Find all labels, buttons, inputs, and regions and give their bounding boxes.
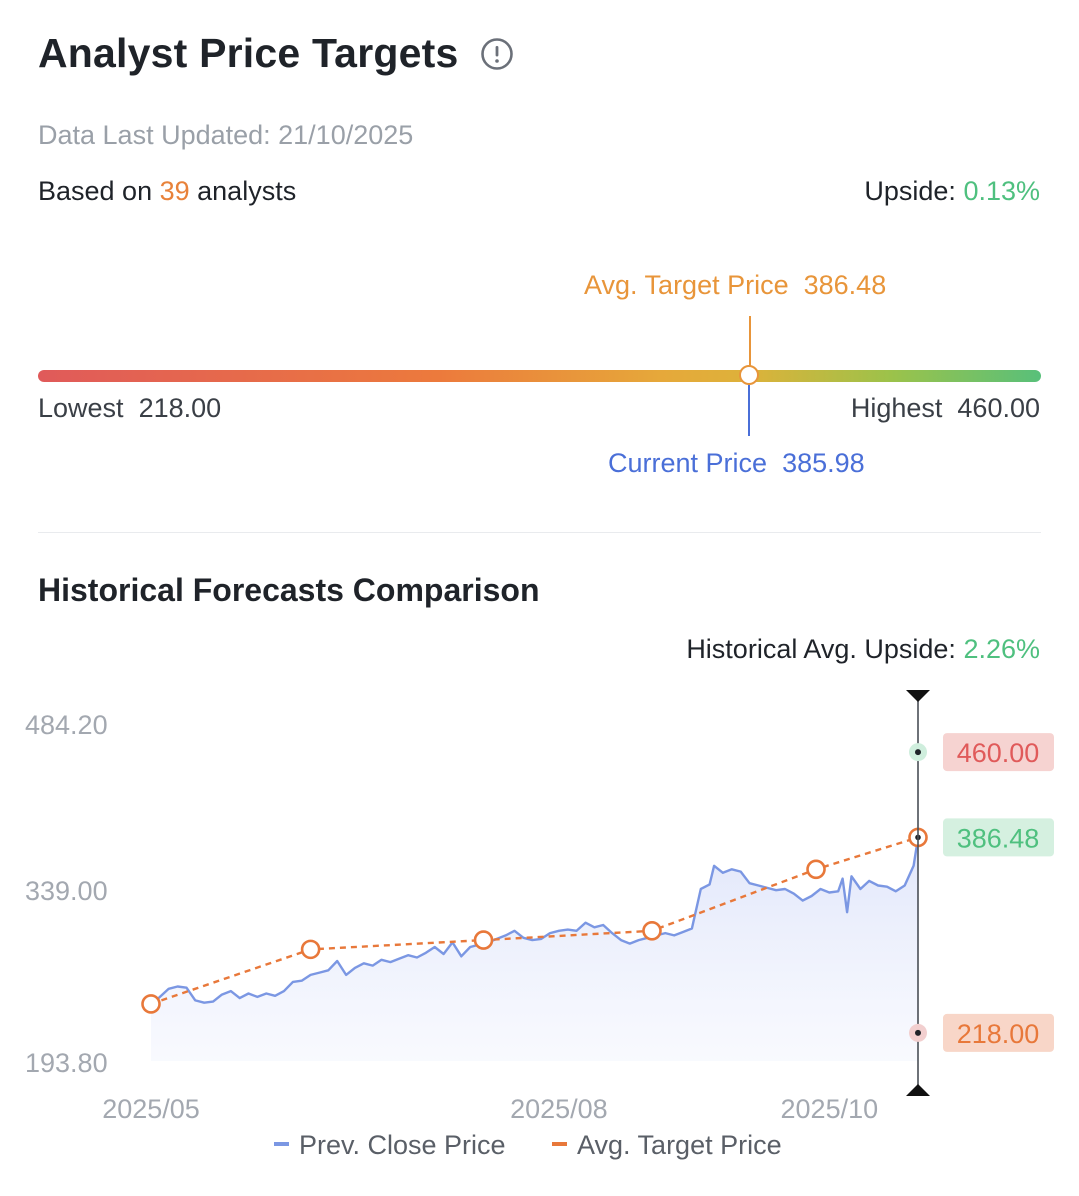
avg-target-tick bbox=[749, 316, 751, 368]
historical-upside-value: 2.26% bbox=[963, 634, 1040, 664]
historical-upside-label: Historical Avg. Upside: bbox=[686, 634, 964, 664]
close-price-area bbox=[151, 838, 918, 1061]
based-prefix: Based on bbox=[38, 176, 160, 206]
highest-label: Highest bbox=[850, 393, 943, 423]
price-range-bar bbox=[38, 370, 1041, 382]
lowest-value: 218.00 bbox=[138, 393, 222, 423]
legend-swatch bbox=[274, 1142, 289, 1146]
y-tick-label: 484.20 bbox=[25, 710, 108, 740]
cursor-bottom-arrow bbox=[906, 1084, 930, 1096]
current-price-value: 385.98 bbox=[782, 448, 865, 478]
avg-target-point bbox=[300, 939, 321, 960]
section-divider bbox=[38, 532, 1041, 533]
avg-target-marker bbox=[739, 365, 759, 385]
end-value-badge bbox=[943, 818, 1054, 857]
legend-swatch bbox=[552, 1142, 567, 1146]
avg-target-text: Avg. Target Price bbox=[584, 270, 789, 300]
historical-upside: Historical Avg. Upside: 2.26% bbox=[686, 634, 1040, 665]
upside: Upside: 0.13% bbox=[864, 176, 1040, 207]
avg-target-point bbox=[806, 859, 826, 880]
avg-target-point bbox=[473, 930, 494, 950]
x-tick-label: 2025/05 bbox=[102, 1094, 200, 1124]
based-suffix: analysts bbox=[189, 176, 297, 206]
upside-label: Upside: bbox=[864, 176, 964, 206]
current-price-label: Current Price 385.98 bbox=[608, 448, 865, 479]
info-circle-icon[interactable] bbox=[480, 37, 514, 71]
current-price-tick bbox=[748, 382, 750, 436]
historical-chart[interactable]: 484.20 339.00 193.80 460.00 386.48 218.00 20… bbox=[0, 680, 1079, 1180]
upside-value: 0.13% bbox=[963, 176, 1040, 206]
end-value-badge bbox=[943, 733, 1054, 772]
avg-target-label: Avg. Target Price 386.48 bbox=[584, 270, 886, 301]
end-value-label: 218.00 bbox=[957, 1019, 1040, 1049]
end-value-label: 460.00 bbox=[957, 738, 1040, 768]
analyst-count: Based on 39 analysts bbox=[38, 176, 296, 207]
end-marker-dot bbox=[915, 1029, 921, 1036]
current-price-text: Current Price bbox=[608, 448, 768, 478]
highest-target: Highest 460.00 bbox=[851, 393, 1040, 424]
highest-value: 460.00 bbox=[957, 393, 1040, 423]
end-value-label: 386.48 bbox=[957, 823, 1040, 853]
historical-title: Historical Forecasts Comparison bbox=[38, 572, 540, 608]
last-updated: Data Last Updated: 21/10/2025 bbox=[38, 120, 414, 150]
end-marker-dot bbox=[915, 749, 921, 756]
end-value-badge bbox=[943, 1013, 1054, 1052]
lowest-label: Lowest bbox=[38, 393, 124, 423]
x-tick-label: 2025/10 bbox=[781, 1094, 879, 1124]
y-tick-label: 339.00 bbox=[25, 876, 108, 906]
analyst-count-value: 39 bbox=[159, 176, 190, 206]
x-tick-label: 2025/08 bbox=[510, 1094, 608, 1124]
close-price-line bbox=[150, 837, 920, 1006]
legend-label[interactable]: Prev. Close Price bbox=[299, 1130, 506, 1160]
cursor-top-arrow bbox=[906, 690, 930, 702]
avg-target-point bbox=[141, 994, 161, 1014]
avg-target-value: 386.48 bbox=[803, 270, 887, 300]
legend-label[interactable]: Avg. Target Price bbox=[577, 1130, 782, 1160]
avg-target-point bbox=[642, 920, 662, 941]
y-tick-label: 193.80 bbox=[25, 1048, 108, 1078]
page-title: Analyst Price Targets bbox=[38, 30, 459, 76]
title-row: Analyst Price Targets bbox=[38, 30, 514, 77]
lowest-target: Lowest 218.00 bbox=[38, 393, 221, 424]
